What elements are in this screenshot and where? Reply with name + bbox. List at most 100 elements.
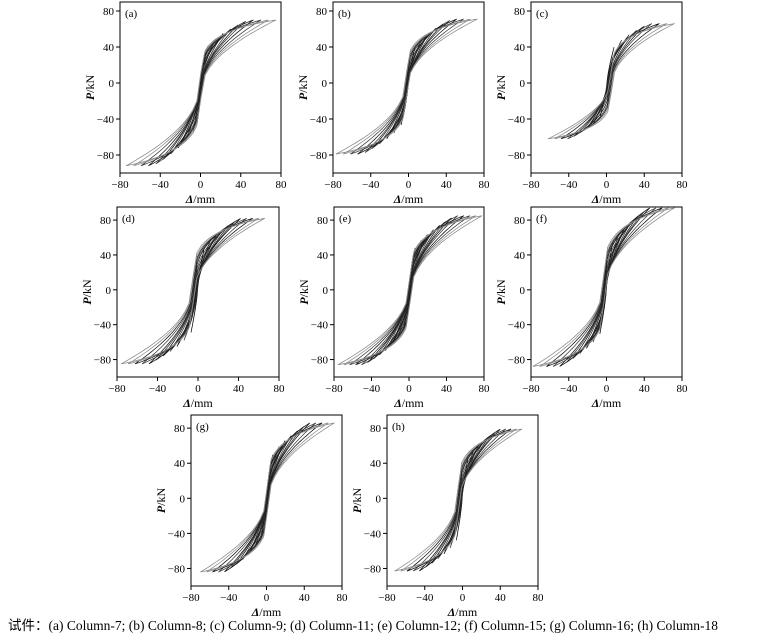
hysteresis-loop-9 (212, 422, 323, 573)
y-tick-label: 40 (316, 42, 328, 54)
y-tick-label: −80 (364, 563, 382, 575)
plot-frame (530, 206, 683, 378)
x-tick-label: 0 (195, 383, 201, 395)
panel-h: −80 −40 0 40 80 −80 −40 0 40 80 (h) P/kN Δ/mm (350, 414, 544, 619)
hysteresis-loop-12 (337, 215, 483, 366)
hysteresis-loop-10 (349, 215, 471, 366)
x-tick-label: 80 (276, 179, 288, 191)
x-tick-label: 80 (677, 383, 689, 395)
hysteresis-loop-10 (335, 18, 478, 155)
figure-caption: 试件：(a) Column-7; (b) Column-8; (c) Colum… (8, 618, 719, 633)
x-tick-label: −40 (152, 179, 170, 191)
y-tick-label: 80 (174, 423, 186, 435)
x-axis-label: Δ/mm (185, 192, 216, 206)
hysteresis-loop-10 (206, 422, 329, 573)
panel-a: −80 −40 0 40 80 −80 −40 0 40 80 (a) P/kN Δ/mm (83, 1, 288, 206)
panel-d: −80 −40 0 40 80 −80 −40 0 40 80 (d) P/kN Δ/mm (80, 206, 285, 410)
y-tick-label: −80 (311, 355, 329, 367)
hysteresis-loop-11 (532, 207, 675, 367)
y-tick-label: −80 (310, 150, 328, 162)
panel-label: (h) (392, 421, 405, 433)
hysteresis-loop-11 (200, 422, 335, 573)
y-axis-label: P/kN (350, 487, 364, 513)
x-tick-label: 0 (198, 179, 204, 191)
panel-f: −80 −40 0 40 80 −80 −40 0 40 80 (f) P/kN Δ/mm (494, 206, 689, 410)
hysteresis-loop-4 (379, 27, 437, 145)
y-tick-label: 40 (370, 458, 382, 470)
hysteresis-loop-6 (567, 23, 653, 140)
x-tick-label: −80 (325, 383, 343, 395)
y-tick-label: −80 (168, 563, 186, 575)
x-tick-label: −80 (108, 383, 126, 395)
hysteresis-loop-3 (177, 33, 224, 149)
y-tick-label: 0 (323, 285, 329, 297)
panel-label: (d) (122, 213, 135, 225)
hysteresis-loop-5 (236, 430, 298, 565)
hysteresis-curves (547, 23, 675, 140)
hysteresis-loop-4 (242, 435, 292, 560)
y-tick-label: 40 (514, 250, 526, 262)
x-tick-label: 0 (406, 179, 412, 191)
hysteresis-loop-8 (140, 19, 262, 167)
panel-c: −80 −40 0 40 80 −80 −40 0 40 80 (c) P/kN Δ/mm (494, 1, 689, 206)
x-tick-label: 40 (639, 179, 651, 191)
hysteresis-curves (532, 207, 675, 367)
y-tick-label: 40 (174, 458, 186, 470)
x-tick-label: −80 (111, 179, 129, 191)
x-tick-label: 0 (264, 592, 270, 604)
x-tick-label: −80 (324, 179, 342, 191)
y-tick-label: −80 (508, 150, 526, 162)
y-tick-label: 40 (317, 250, 329, 262)
hysteresis-loop-11 (394, 428, 523, 572)
x-tick-label: 0 (460, 592, 466, 604)
panel-label: (e) (339, 213, 352, 225)
y-tick-label: 0 (180, 493, 186, 505)
x-tick-label: 80 (479, 383, 491, 395)
x-tick-label: −40 (220, 592, 238, 604)
x-tick-label: −80 (378, 592, 396, 604)
panel-label: (b) (338, 8, 351, 20)
y-axis-label: P/kN (297, 279, 311, 305)
x-tick-label: −80 (182, 592, 200, 604)
x-tick-label: 40 (441, 179, 453, 191)
x-axis-label: Δ/mm (393, 396, 424, 410)
hysteresis-loop-8 (554, 23, 668, 140)
y-tick-label: 80 (100, 215, 112, 227)
x-tick-label: 40 (299, 592, 311, 604)
hysteresis-loop-7 (367, 217, 452, 363)
y-tick-label: 0 (520, 285, 526, 297)
y-tick-label: 40 (100, 250, 112, 262)
x-tick-label: 0 (604, 383, 610, 395)
y-axis-label: P/kN (296, 74, 310, 100)
y-tick-label: 0 (520, 78, 526, 90)
y-tick-label: −40 (364, 528, 382, 540)
y-tick-label: 0 (376, 493, 382, 505)
x-tick-label: 0 (604, 179, 610, 191)
x-tick-label: 40 (233, 383, 245, 395)
hysteresis-curves (125, 19, 277, 167)
y-axis-label: P/kN (80, 279, 94, 305)
hysteresis-curves (394, 428, 523, 572)
x-tick-label: 0 (406, 383, 412, 395)
y-tick-label: −40 (168, 528, 186, 540)
hysteresis-loop-9 (547, 23, 675, 140)
x-tick-label: −40 (149, 383, 167, 395)
hysteresis-loop-6 (155, 21, 247, 165)
y-tick-label: 80 (514, 215, 526, 227)
hysteresis-curves (335, 18, 478, 155)
x-tick-label: 80 (677, 179, 689, 191)
x-tick-label: −80 (522, 179, 540, 191)
hysteresis-loop-7 (560, 23, 660, 140)
hysteresis-loop-5 (379, 225, 440, 356)
panel-g: −80 −40 0 40 80 −80 −40 0 40 80 (g) P/kN Δ/mm (154, 414, 348, 619)
x-tick-label: 40 (639, 383, 651, 395)
x-axis-label: Δ/mm (182, 396, 213, 410)
hysteresis-loop-9 (342, 18, 471, 155)
hysteresis-loop-10 (125, 19, 277, 167)
x-tick-label: 40 (441, 383, 453, 395)
y-tick-label: −40 (97, 114, 115, 126)
hysteresis-curves (337, 215, 483, 366)
x-tick-label: −40 (416, 592, 434, 604)
y-tick-label: −80 (94, 355, 112, 367)
